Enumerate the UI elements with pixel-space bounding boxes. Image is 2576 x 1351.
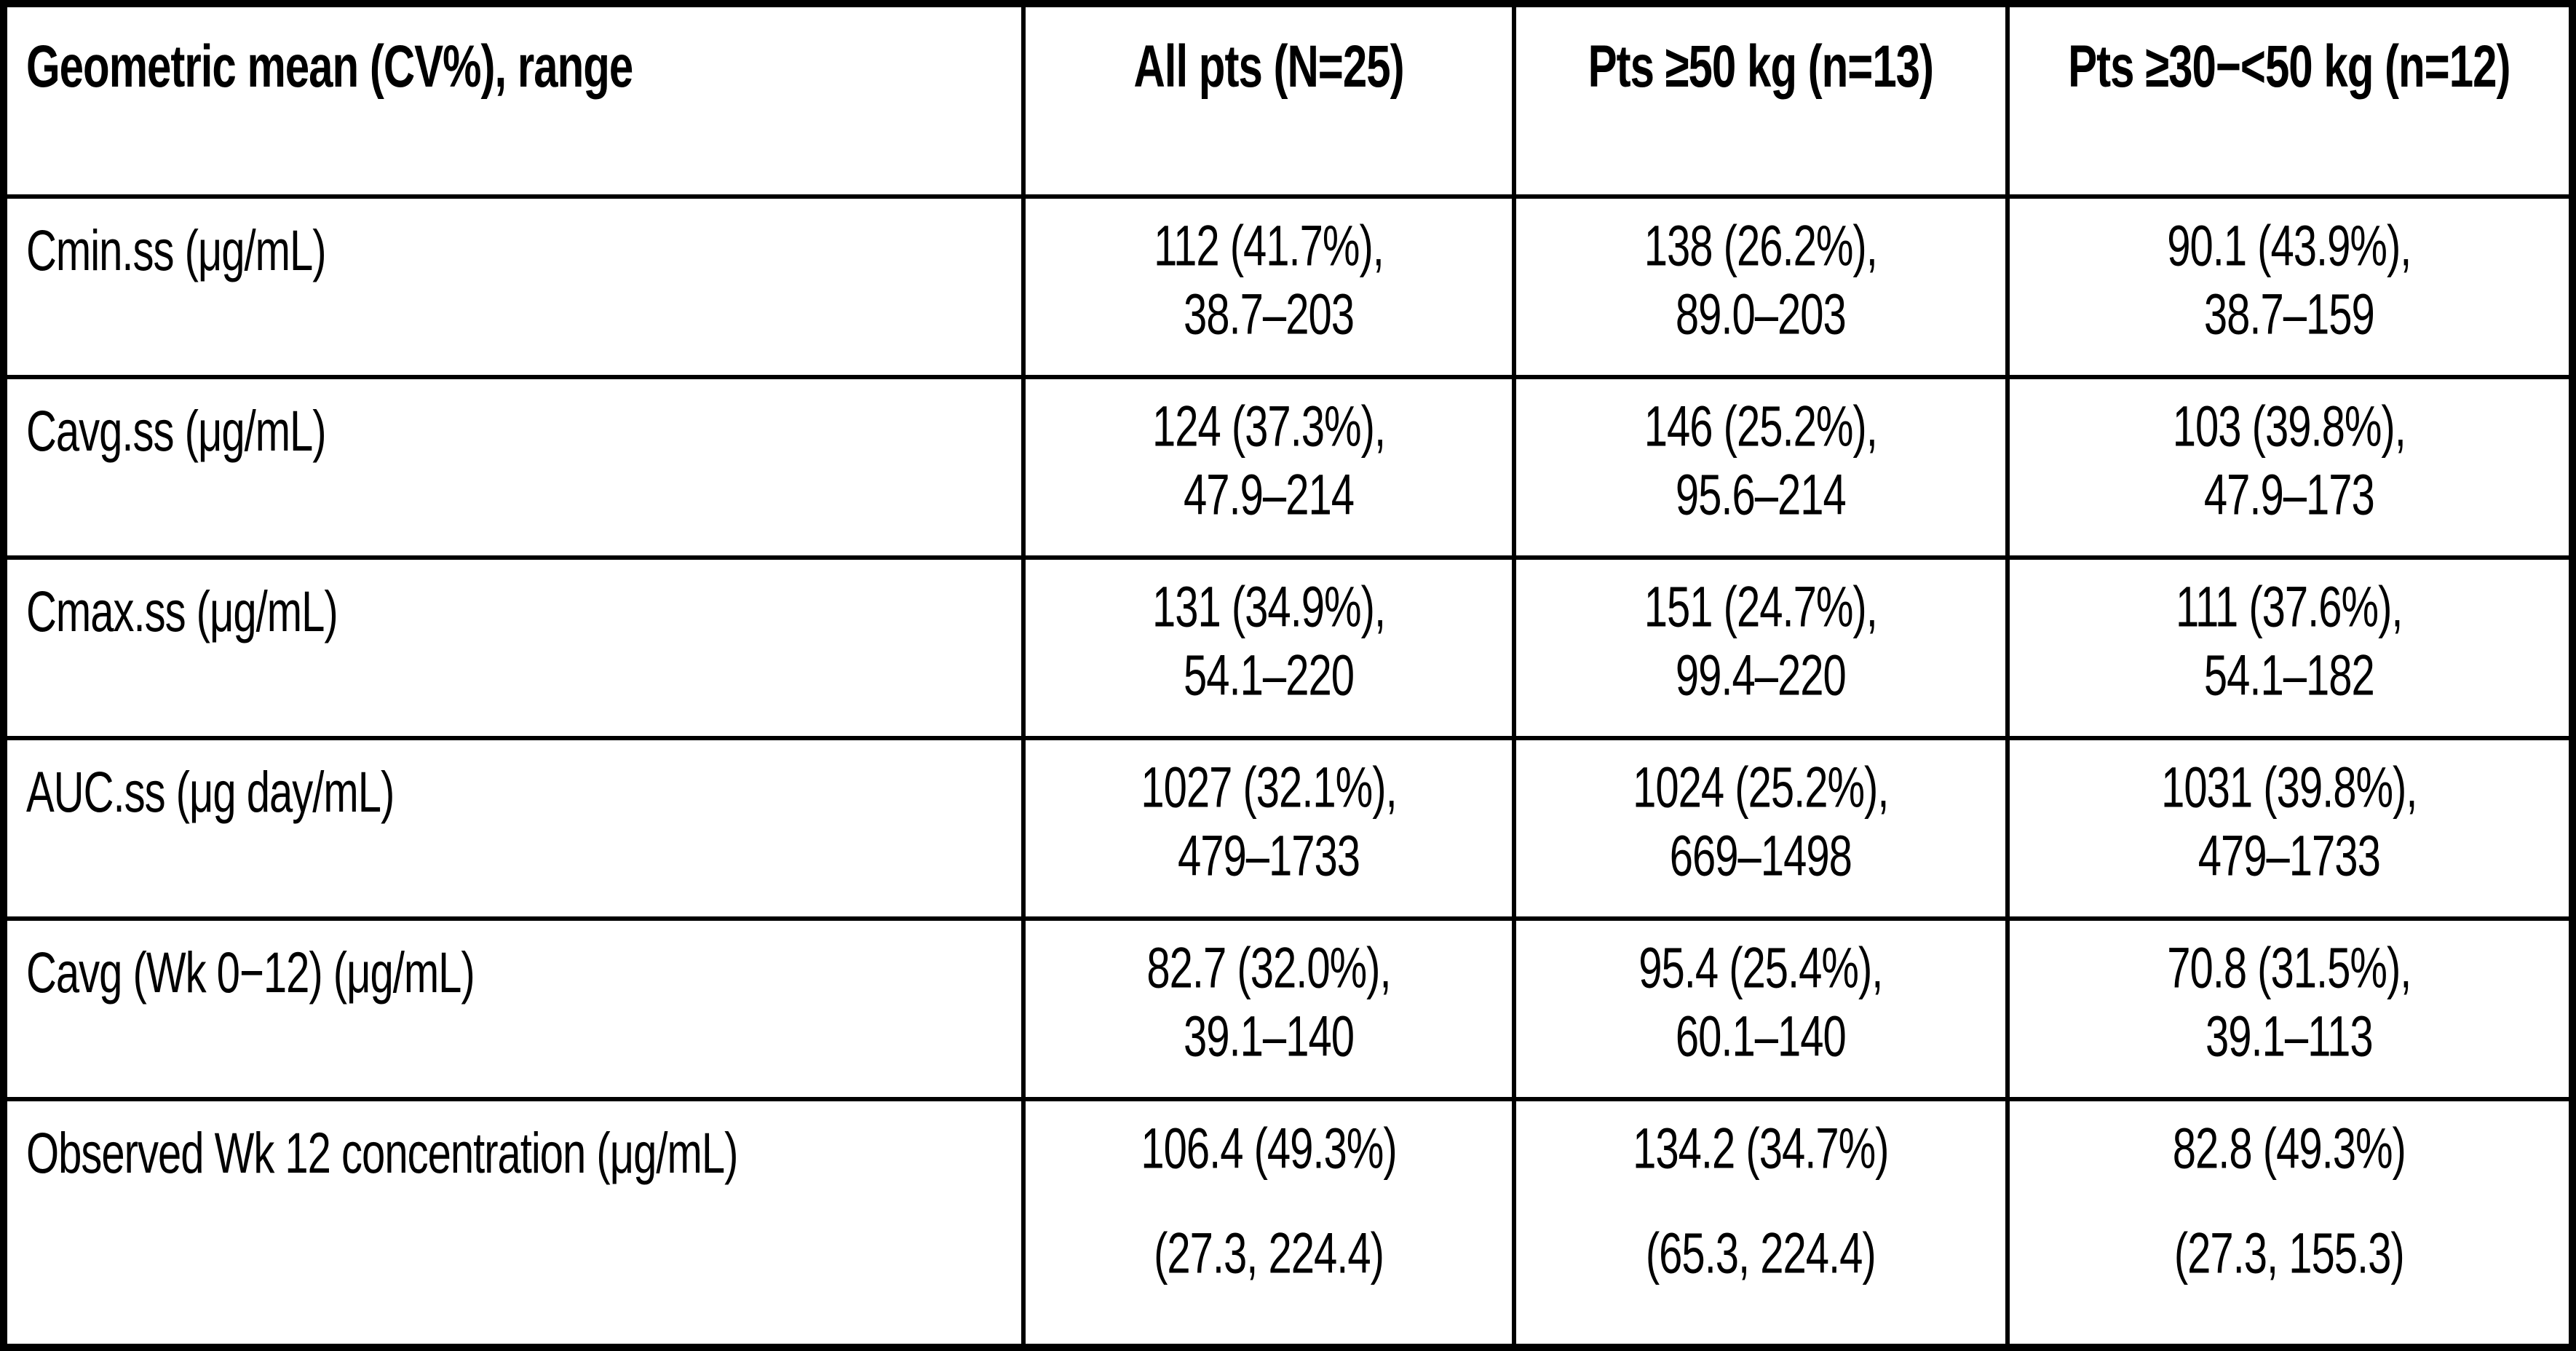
cell-range-line: 38.7–159 xyxy=(2203,282,2375,346)
cell-value-line: 146 (25.2%), xyxy=(1644,394,1878,459)
cell-range-line: 54.1–182 xyxy=(2203,643,2375,708)
cell-value-line: 1031 (39.8%), xyxy=(2161,755,2417,820)
table-row-cavg-wk0-12: Cavg (Wk 0−12) (μg/mL) 82.7 (32.0%), 39.… xyxy=(1,916,2575,1101)
cell-range-line: 38.7–203 xyxy=(1184,282,1355,346)
column-header-30-to-50kg: Pts ≥30−<50 kg (n=12) xyxy=(2005,1,2575,199)
cell-value-line: 82.8 (49.3%) xyxy=(2172,1116,2406,1181)
row-label: Cavg (Wk 0−12) (μg/mL) xyxy=(1,916,1026,1101)
row-label: Cmax.ss (μg/mL) xyxy=(1,555,1026,740)
cell-range-line: 669–1498 xyxy=(1669,823,1852,888)
data-cell: 1027 (32.1%), 479–1733 xyxy=(1021,736,1517,921)
cell-range-line: 95.6–214 xyxy=(1675,462,1847,527)
cell-value-line: 70.8 (31.5%), xyxy=(2167,935,2411,1000)
cell-value-line: 106.4 (49.3%) xyxy=(1141,1116,1397,1181)
row-label: Observed Wk 12 concentration (μg/mL) xyxy=(1,1097,1026,1350)
data-cell: 151 (24.7%), 99.4–220 xyxy=(1512,555,2010,740)
cell-range-line: 89.0–203 xyxy=(1675,282,1847,346)
cell-value-line: 124 (37.3%), xyxy=(1152,394,1386,459)
row-label: Cavg.ss (μg/mL) xyxy=(1,375,1026,560)
data-cell: 1024 (25.2%), 669–1498 xyxy=(1512,736,2010,921)
data-cell: 95.4 (25.4%), 60.1–140 xyxy=(1512,916,2010,1101)
cell-range-line: (65.3, 224.4) xyxy=(1645,1221,1876,1285)
cell-range-line: 39.1–113 xyxy=(2205,1004,2374,1069)
data-cell: 146 (25.2%), 95.6–214 xyxy=(1512,375,2010,560)
column-header-ge50kg: Pts ≥50 kg (n=13) xyxy=(1512,1,2010,199)
table-row-observed-wk12: Observed Wk 12 concentration (μg/mL) 106… xyxy=(1,1097,2575,1350)
cell-value-line: 90.1 (43.9%), xyxy=(2167,213,2411,278)
data-cell: 90.1 (43.9%), 38.7–159 xyxy=(2005,194,2575,379)
cell-value-line: 134.2 (34.7%) xyxy=(1633,1116,1889,1181)
data-cell: 124 (37.3%), 47.9–214 xyxy=(1021,375,1517,560)
column-header-metric: Geometric mean (CV%), range xyxy=(1,1,1026,199)
cell-range-line: (27.3, 224.4) xyxy=(1154,1221,1384,1285)
data-cell: 111 (37.6%), 54.1–182 xyxy=(2005,555,2575,740)
cell-range-line: (27.3, 155.3) xyxy=(2173,1221,2405,1285)
data-cell: 131 (34.9%), 54.1–220 xyxy=(1021,555,1517,740)
cell-range-line: 47.9–173 xyxy=(2203,462,2375,527)
cell-value-line: 1024 (25.2%), xyxy=(1633,755,1889,820)
cell-range-line: 54.1–220 xyxy=(1184,643,1355,708)
cell-value-line: 82.7 (32.0%), xyxy=(1146,935,1391,1000)
column-header-all-pts: All pts (N=25) xyxy=(1021,1,1517,199)
table-row-cavg-ss: Cavg.ss (μg/mL) 124 (37.3%), 47.9–214 14… xyxy=(1,375,2575,560)
cell-value-line: 103 (39.8%), xyxy=(2172,394,2406,459)
cell-range-line: 60.1–140 xyxy=(1675,1004,1847,1069)
cell-value-line: 111 (37.6%), xyxy=(2176,574,2403,639)
cell-value-line: 138 (26.2%), xyxy=(1644,213,1878,278)
data-cell: 70.8 (31.5%), 39.1–113 xyxy=(2005,916,2575,1101)
table-row-cmin-ss: Cmin.ss (μg/mL) 112 (41.7%), 38.7–203 13… xyxy=(1,194,2575,379)
cell-range-line: 47.9–214 xyxy=(1184,462,1355,527)
data-cell: 103 (39.8%), 47.9–173 xyxy=(2005,375,2575,560)
data-cell: 134.2 (34.7%) (65.3, 224.4) xyxy=(1512,1097,2010,1350)
cell-range-line: 479–1733 xyxy=(2197,823,2381,888)
data-cell: 82.7 (32.0%), 39.1–140 xyxy=(1021,916,1517,1101)
table-row-cmax-ss: Cmax.ss (μg/mL) 131 (34.9%), 54.1–220 15… xyxy=(1,555,2575,740)
cell-range-line: 99.4–220 xyxy=(1675,643,1847,708)
cell-value-line: 151 (24.7%), xyxy=(1644,574,1878,639)
data-cell: 82.8 (49.3%) (27.3, 155.3) xyxy=(2005,1097,2575,1350)
row-label: AUC.ss (μg day/mL) xyxy=(1,736,1026,921)
cell-value-line: 1027 (32.1%), xyxy=(1141,755,1397,820)
cell-range-line: 479–1733 xyxy=(1177,823,1360,888)
data-cell: 106.4 (49.3%) (27.3, 224.4) xyxy=(1021,1097,1517,1350)
table-row-auc-ss: AUC.ss (μg day/mL) 1027 (32.1%), 479–173… xyxy=(1,736,2575,921)
data-cell: 1031 (39.8%), 479–1733 xyxy=(2005,736,2575,921)
cell-value-line: 95.4 (25.4%), xyxy=(1638,935,1883,1000)
row-label: Cmin.ss (μg/mL) xyxy=(1,194,1026,379)
data-cell: 138 (26.2%), 89.0–203 xyxy=(1512,194,2010,379)
data-cell: 112 (41.7%), 38.7–203 xyxy=(1021,194,1517,379)
cell-value-line: 131 (34.9%), xyxy=(1152,574,1386,639)
cell-range-line: 39.1–140 xyxy=(1184,1004,1355,1069)
cell-value-line: 112 (41.7%), xyxy=(1154,213,1384,278)
header-row: Geometric mean (CV%), range All pts (N=2… xyxy=(1,1,2575,199)
